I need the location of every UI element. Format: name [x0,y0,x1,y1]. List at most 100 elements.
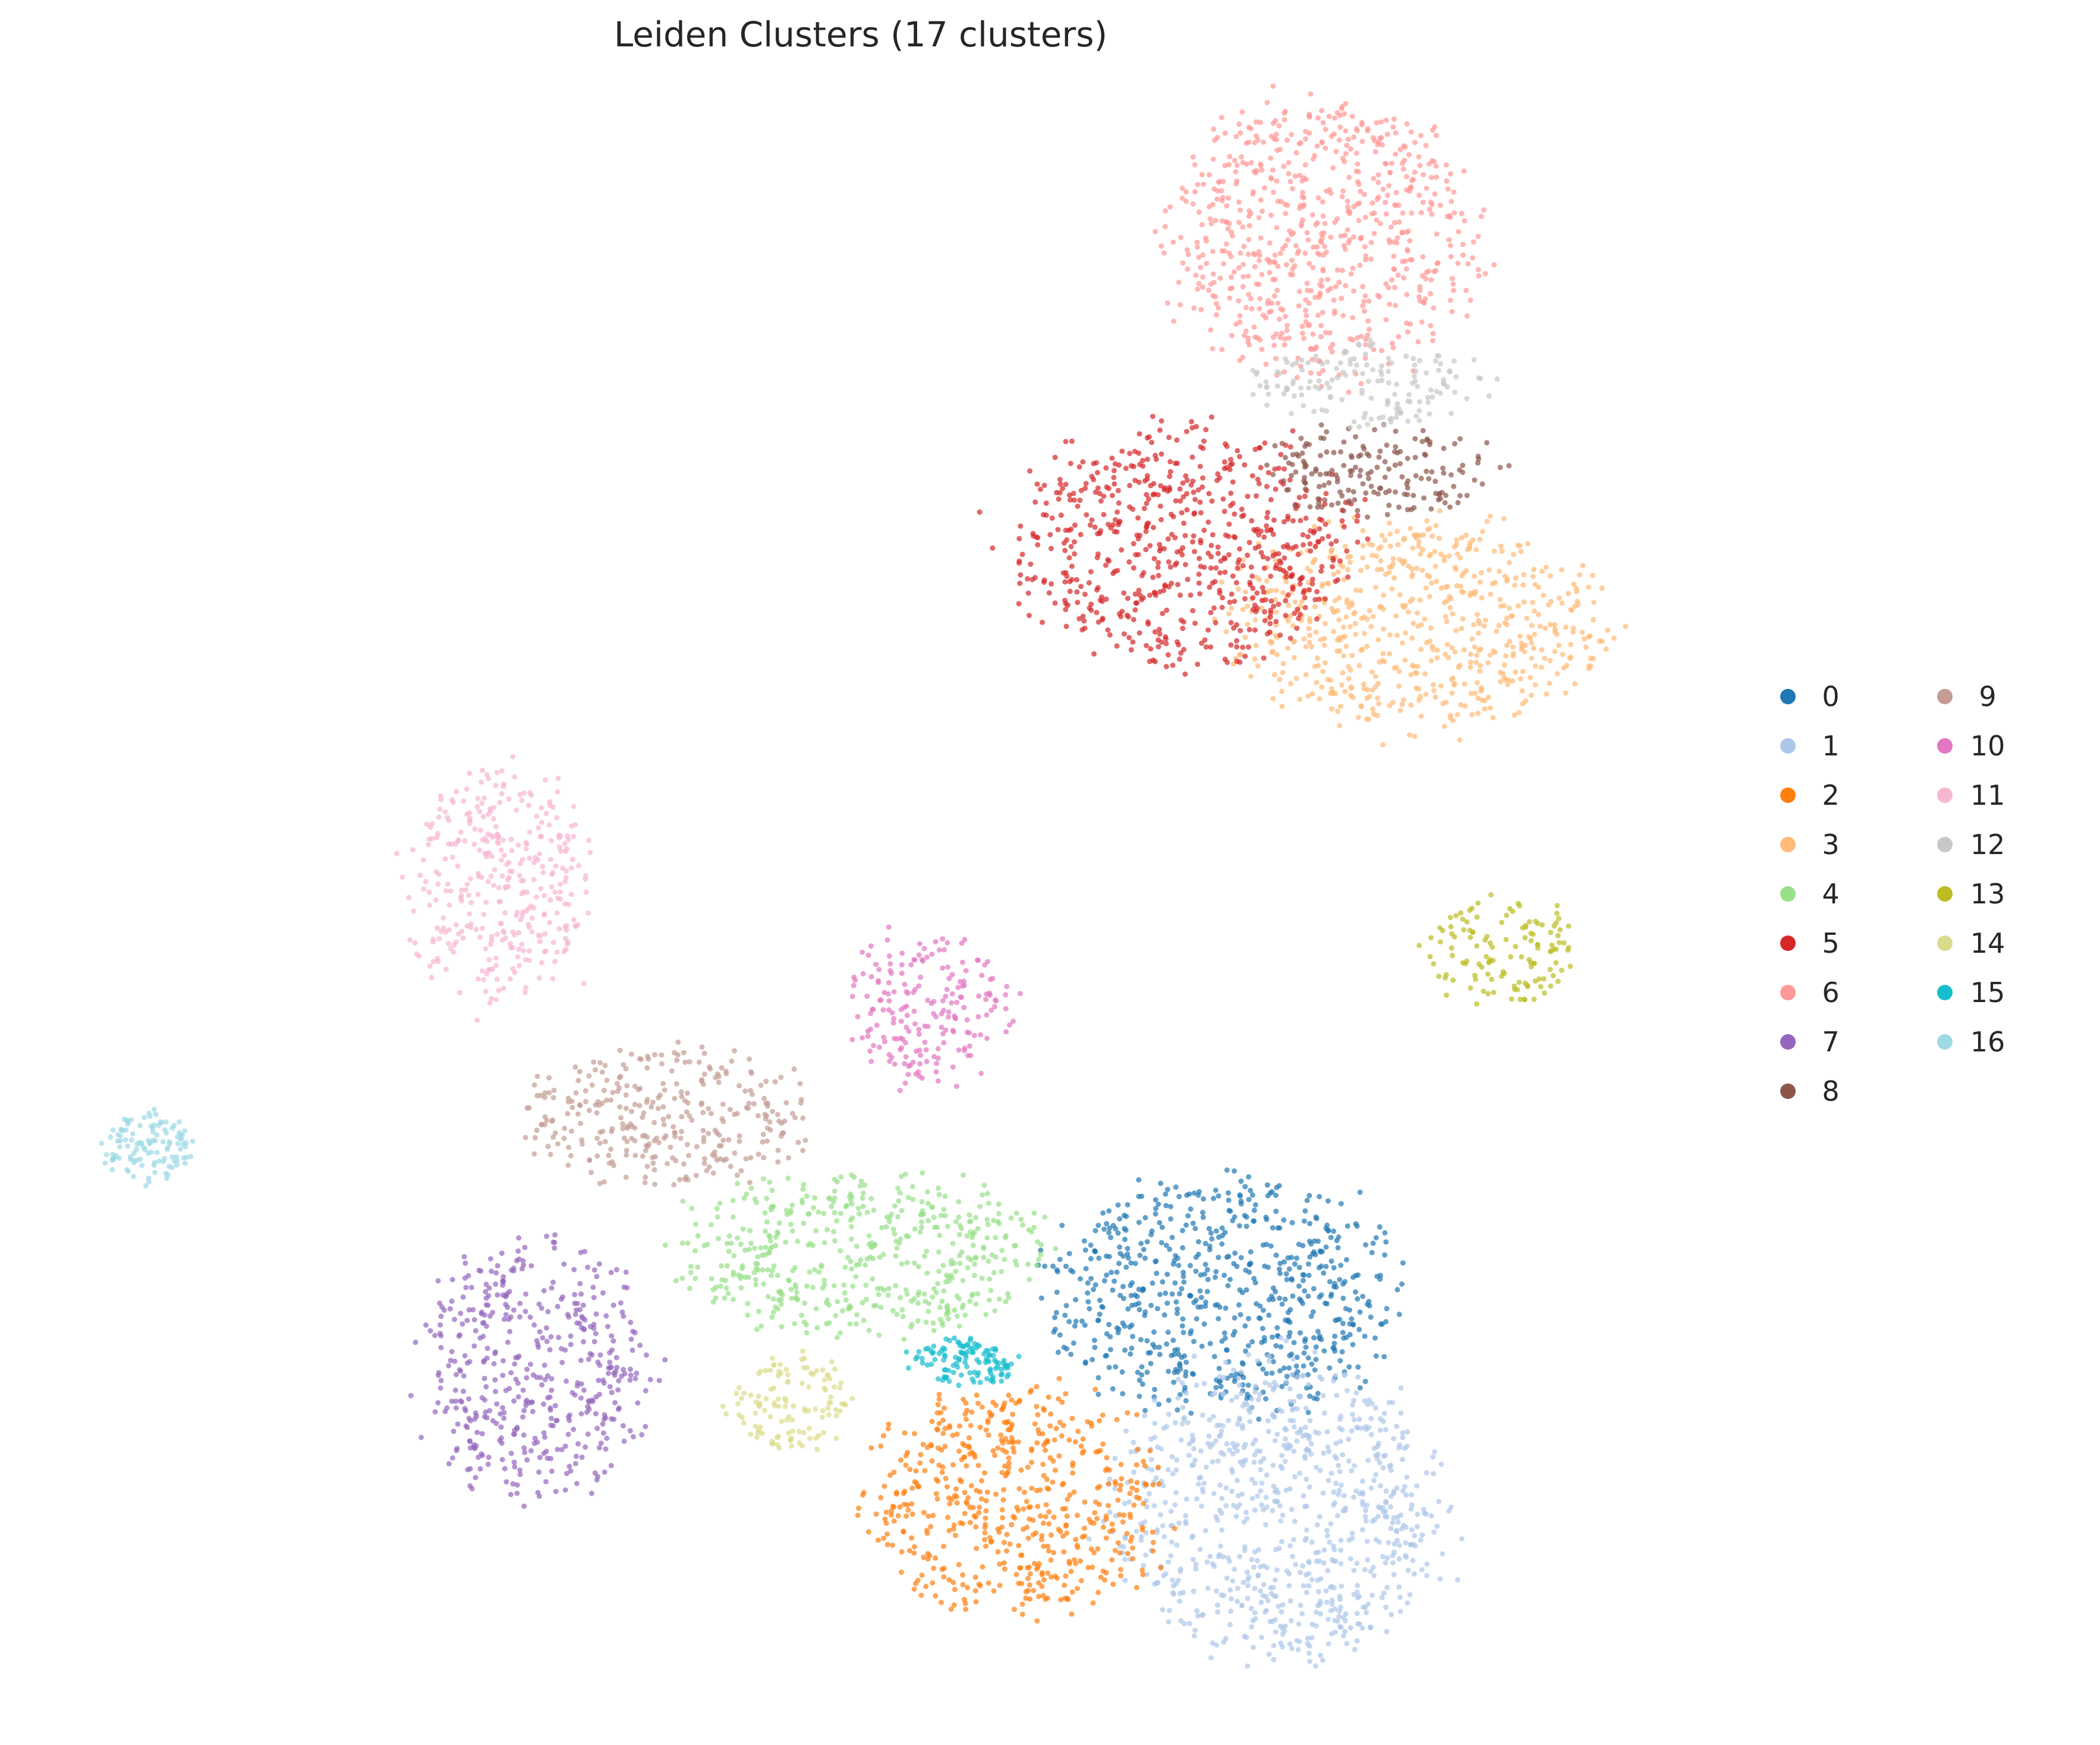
cluster-3-point [1503,653,1509,659]
cluster-3-point [1428,658,1434,664]
cluster-2-point [1144,1482,1150,1488]
cluster-2-point [1013,1571,1019,1577]
cluster-1-point [1152,1420,1158,1426]
cluster-1-point [1122,1501,1128,1507]
cluster-3-point [1409,566,1415,572]
cluster-4-point [673,1278,679,1284]
cluster-5-point [1253,609,1259,615]
cluster-3-point [1474,680,1480,686]
cluster-6-point [1171,319,1177,324]
cluster-0-point [1164,1186,1170,1192]
cluster-3-point [1494,628,1499,634]
cluster-5-point [1191,489,1197,495]
cluster-3-point [1367,694,1372,700]
cluster-6-point [1240,159,1246,165]
cluster-2-point [1004,1532,1010,1538]
cluster-7-point [515,1394,521,1400]
cluster-3-point [1219,579,1224,585]
cluster-0-point [1166,1368,1172,1374]
cluster-4-point [981,1244,987,1250]
cluster-1-point [1249,1396,1255,1402]
cluster-1-point [1274,1487,1280,1493]
cluster-3-point [1520,669,1526,675]
cluster-1-point [1126,1499,1132,1505]
cluster-6-point [1360,284,1366,289]
cluster-7-point [521,1445,527,1451]
cluster-3-point [1487,652,1493,658]
cluster-6-point [1432,124,1438,130]
cluster-5-point [1098,528,1104,534]
cluster-4-point [838,1248,843,1254]
cluster-1-point [1424,1573,1430,1579]
cluster-7-point [608,1270,614,1275]
cluster-4-point [861,1318,867,1324]
cluster-5-point [1290,428,1296,434]
cluster-3-point [1470,537,1476,543]
cluster-4-point [1013,1258,1018,1264]
cluster-2-point [948,1607,954,1612]
cluster-6-point [1407,238,1413,244]
cluster-3-point [1408,672,1414,678]
cluster-1-point [1400,1430,1406,1436]
cluster-1-point [1262,1609,1268,1615]
cluster-6-point [1310,156,1316,162]
cluster-1-point [1327,1539,1333,1545]
cluster-1-point [1317,1514,1323,1520]
cluster-5-point [1157,503,1163,509]
cluster-3-point [1462,681,1468,687]
cluster-4-point [849,1201,855,1207]
cluster-3-point [1273,632,1279,638]
cluster-3-point [1623,623,1629,629]
cluster-1-point [1251,1564,1257,1570]
cluster-2-point [1016,1486,1022,1492]
cluster-7-point [612,1400,618,1406]
cluster-6-point [1377,136,1383,141]
cluster-6-point [1192,162,1198,168]
cluster-6-point [1299,323,1305,329]
cluster-1-point [1292,1519,1298,1524]
cluster-1-point [1210,1640,1216,1646]
cluster-1-point [1251,1459,1257,1465]
cluster-5-point [1281,519,1287,525]
cluster-2-point [988,1539,994,1545]
cluster-4-point [871,1303,877,1309]
cluster-1-point [1149,1467,1155,1473]
cluster-3-point [1416,543,1422,549]
cluster-3-point [1471,622,1476,628]
cluster-2-point [962,1601,968,1607]
cluster-7-point [572,1461,578,1466]
cluster-7-point [500,1405,505,1411]
cluster-4-point [753,1277,758,1283]
cluster-1-point [1365,1401,1371,1407]
cluster-7-point [550,1239,556,1245]
cluster-2-point [1035,1504,1041,1509]
cluster-2-point [1040,1461,1046,1467]
cluster-4-point [848,1224,854,1230]
cluster-6-point [1231,269,1237,275]
cluster-2-point [1027,1516,1032,1522]
cluster-1-point [1280,1513,1286,1518]
cluster-5-point [1169,511,1174,517]
cluster-7-point [572,1311,578,1317]
cluster-7-point [597,1391,602,1397]
cluster-2-point [1063,1391,1069,1397]
cluster-6-point [1391,116,1397,122]
cluster-5-point [1127,483,1133,489]
cluster-0-point [1243,1348,1248,1354]
cluster-5-point [1287,477,1293,483]
cluster-6-point [1346,389,1352,395]
cluster-0-point [1207,1243,1213,1249]
cluster-8-point [1350,489,1356,494]
cluster-0-point [1355,1364,1361,1370]
cluster-2-point [1134,1412,1140,1418]
cluster-6-point [1328,133,1334,139]
cluster-6-point [1200,274,1206,280]
cluster-4-point [731,1296,736,1302]
cluster-5-point [1252,602,1258,608]
cluster-5-point [1163,636,1169,642]
cluster-6-point [1208,221,1214,226]
cluster-2-point [1011,1449,1017,1455]
cluster-6-point [1418,133,1424,138]
cluster-1-point [1151,1503,1157,1508]
cluster-5-point [1188,482,1194,488]
